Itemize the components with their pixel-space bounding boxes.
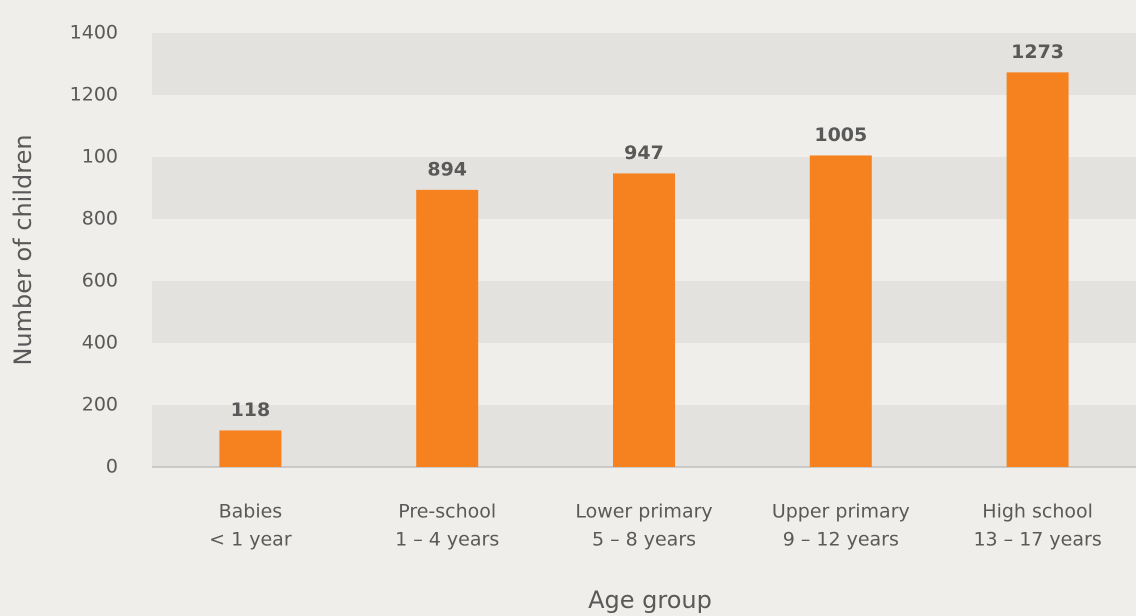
x-tick-label: 13 – 17 years: [973, 529, 1101, 551]
x-tick-label: < 1 year: [209, 529, 292, 551]
y-tick-label: 100: [82, 146, 118, 168]
x-tick-label: 1 – 4 years: [395, 529, 499, 551]
value-label: 947: [624, 142, 664, 164]
bar: [1006, 72, 1069, 468]
y-tick-label: 1400: [70, 22, 118, 44]
y-tick-label: 1200: [70, 84, 118, 106]
y-tick-label: 200: [82, 394, 118, 416]
bar: [219, 430, 282, 467]
bar: [416, 189, 479, 468]
x-tick-label: Babies: [219, 501, 283, 523]
grid-band: [152, 33, 1136, 95]
y-tick-label: 400: [82, 332, 118, 354]
value-label: 1005: [814, 124, 867, 146]
bar: [613, 173, 675, 467]
x-tick-label: Pre-school: [398, 501, 496, 523]
y-axis-title: Number of children: [9, 134, 37, 365]
y-tick-label: 600: [82, 270, 118, 292]
value-label: 1273: [1011, 41, 1064, 63]
x-axis-title: Age group: [588, 586, 712, 614]
value-label: 894: [427, 158, 467, 180]
x-tick-label: 5 – 8 years: [592, 529, 696, 551]
value-label: 118: [231, 399, 271, 421]
x-tick-label: High school: [982, 501, 1093, 523]
x-tick-label: 9 – 12 years: [783, 529, 899, 551]
x-tick-label: Upper primary: [772, 501, 910, 523]
x-tick-label: Lower primary: [575, 501, 712, 523]
y-tick-label: 800: [82, 208, 118, 230]
bar: [809, 155, 872, 467]
y-tick-label: 0: [106, 456, 118, 478]
